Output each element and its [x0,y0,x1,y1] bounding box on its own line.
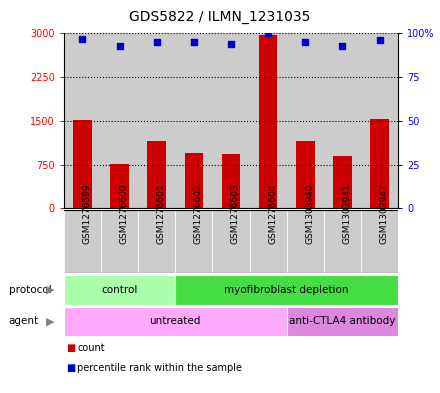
Bar [249,210,287,273]
Text: ■: ■ [66,343,75,353]
Bar [370,119,389,208]
Text: GSM1276604: GSM1276604 [268,183,277,244]
Bar [64,275,175,305]
Bar [64,307,287,336]
Text: GDS5822 / ILMN_1231035: GDS5822 / ILMN_1231035 [129,10,311,24]
Bar [287,307,398,336]
Bar [64,33,101,208]
Bar [296,141,315,208]
Text: GSM1276600: GSM1276600 [120,183,128,244]
Text: agent: agent [9,316,39,326]
Bar [175,275,398,305]
Bar [175,210,213,273]
Bar [147,141,166,208]
Point [376,37,383,44]
Point [153,39,160,45]
Point [227,41,235,47]
Text: count: count [77,343,105,353]
Text: control: control [101,285,138,295]
Bar [73,120,92,208]
Bar [287,210,324,273]
Text: ▶: ▶ [46,316,55,326]
Bar [138,33,175,208]
Bar [361,33,398,208]
Text: ■: ■ [66,363,75,373]
Bar [184,153,203,208]
Bar [64,210,101,273]
Bar [110,164,129,208]
Point [116,42,123,49]
Text: GSM1276603: GSM1276603 [231,183,240,244]
Bar [249,33,287,208]
Text: myofibroblast depletion: myofibroblast depletion [224,285,349,295]
Text: anti-CTLA4 antibody: anti-CTLA4 antibody [289,316,396,326]
Bar [213,33,249,208]
Bar [222,154,240,208]
Text: GSM1276601: GSM1276601 [157,183,166,244]
Text: GSM1276602: GSM1276602 [194,183,203,244]
Text: untreated: untreated [150,316,201,326]
Text: protocol: protocol [9,285,51,295]
Point [264,30,271,37]
Point [79,35,86,42]
Bar [213,210,249,273]
Bar [101,33,138,208]
Point [191,39,198,45]
Text: GSM1303942: GSM1303942 [380,183,389,244]
Bar [175,33,213,208]
Bar [324,210,361,273]
Point [339,42,346,49]
Text: GSM1303941: GSM1303941 [342,183,352,244]
Bar [324,33,361,208]
Bar [333,156,352,208]
Bar [101,210,138,273]
Point [302,39,309,45]
Bar [287,33,324,208]
Bar [259,35,278,208]
Bar [138,210,175,273]
Text: ▶: ▶ [46,285,55,295]
Text: GSM1303940: GSM1303940 [305,183,314,244]
Text: percentile rank within the sample: percentile rank within the sample [77,363,242,373]
Bar [361,210,398,273]
Text: GSM1276599: GSM1276599 [82,183,92,244]
